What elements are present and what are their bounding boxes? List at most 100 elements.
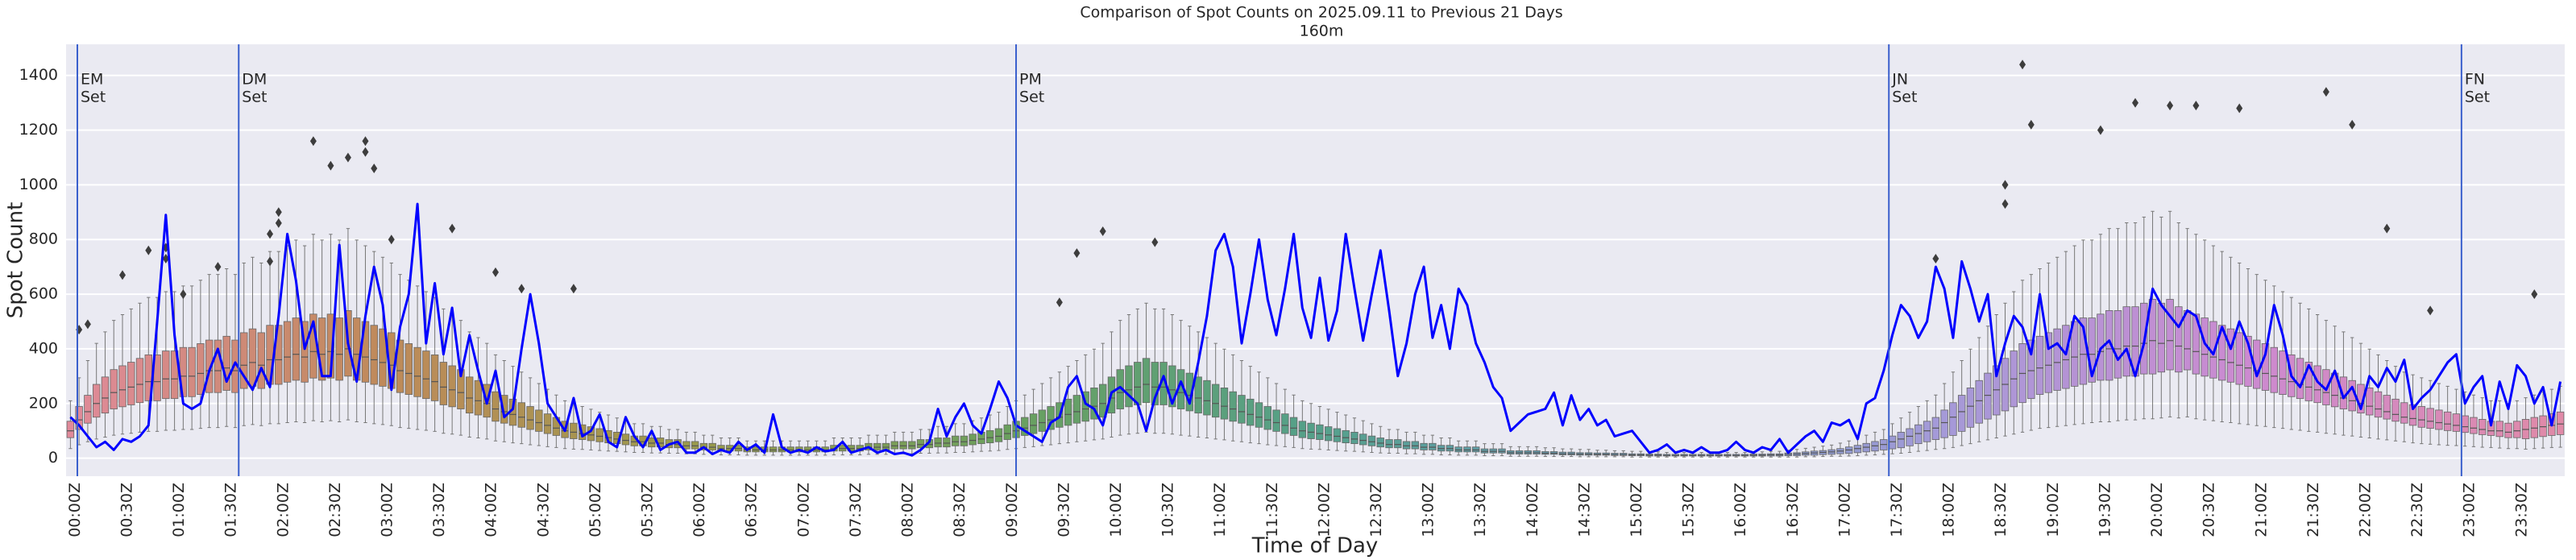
box — [2070, 321, 2079, 387]
box — [127, 362, 135, 405]
event-label: DM — [242, 71, 267, 89]
box — [1298, 421, 1307, 438]
x-tick-label: 16:30Z — [1784, 483, 1802, 537]
box — [1463, 446, 1471, 453]
box — [960, 435, 969, 446]
box — [1376, 438, 1384, 448]
x-tick-label: 09:00Z — [1003, 483, 1021, 537]
y-tick-label: 800 — [29, 230, 58, 248]
box — [708, 442, 716, 450]
x-tick-label: 19:00Z — [2044, 483, 2062, 537]
box — [2279, 351, 2287, 395]
box — [110, 369, 118, 409]
x-tick-label: 00:00Z — [66, 483, 84, 537]
box — [1255, 402, 1263, 428]
box — [292, 317, 301, 381]
x-tick-label: 05:00Z — [587, 483, 604, 537]
box — [370, 325, 378, 385]
box — [943, 438, 951, 448]
x-tick-label: 09:30Z — [1055, 483, 1072, 537]
box — [430, 354, 439, 401]
x-tick-label: 23:00Z — [2461, 483, 2479, 537]
x-tick-label: 04:00Z — [483, 483, 500, 537]
box — [1402, 441, 1411, 450]
box — [2044, 332, 2053, 393]
box — [1940, 409, 1948, 438]
x-tick-label: 17:30Z — [1888, 483, 1906, 537]
box — [2244, 335, 2252, 387]
box — [2053, 328, 2061, 391]
x-tick-label: 05:30Z — [639, 483, 657, 537]
outlier — [267, 256, 274, 267]
box — [1471, 446, 1480, 453]
box — [1411, 441, 1420, 450]
outlier — [267, 229, 274, 239]
outlier — [492, 267, 499, 277]
box — [1454, 446, 1462, 453]
x-tick-label: 12:00Z — [1315, 483, 1333, 537]
box — [326, 313, 335, 379]
box — [396, 339, 404, 393]
outlier — [518, 284, 525, 294]
outlier — [2236, 103, 2243, 114]
box — [2035, 335, 2044, 395]
box — [1324, 426, 1333, 442]
box — [101, 376, 110, 414]
outlier — [1151, 237, 1159, 247]
event-label: FN — [2465, 71, 2485, 89]
box — [2556, 411, 2565, 435]
chart-title: Comparison of Spot Counts on 2025.09.11 … — [1080, 4, 1562, 22]
outlier — [2531, 289, 2538, 300]
y-tick-label: 200 — [29, 394, 58, 412]
outlier — [214, 262, 222, 272]
outlier — [309, 136, 317, 147]
box — [1142, 358, 1151, 404]
y-tick-label: 600 — [29, 285, 58, 303]
box — [1359, 433, 1367, 446]
x-tick-label: 20:00Z — [2148, 483, 2166, 537]
box — [994, 428, 1003, 442]
box — [474, 380, 483, 416]
box — [1333, 428, 1342, 442]
y-tick-label: 0 — [48, 449, 58, 467]
box — [1229, 391, 1237, 422]
box — [422, 351, 430, 400]
box — [222, 335, 230, 391]
box — [1966, 388, 1975, 428]
x-tick-label: 23:30Z — [2512, 483, 2530, 537]
box — [1975, 380, 1983, 424]
outlier — [1056, 297, 1063, 308]
box — [951, 435, 960, 446]
box — [873, 442, 881, 450]
outlier — [84, 319, 91, 330]
box — [899, 441, 907, 450]
outlier — [2167, 100, 2174, 110]
event-label: Set — [242, 89, 267, 106]
y-tick-label: 400 — [29, 339, 58, 357]
box — [2235, 332, 2243, 385]
box — [2027, 339, 2035, 400]
x-tick-label: 03:00Z — [379, 483, 396, 537]
event-label: Set — [1892, 89, 1917, 106]
box — [1134, 362, 1142, 405]
box — [1211, 384, 1220, 418]
box — [1168, 365, 1176, 408]
box — [1021, 417, 1029, 436]
box — [916, 439, 925, 449]
box — [2122, 306, 2130, 377]
outlier — [1073, 248, 1081, 259]
box — [648, 438, 656, 448]
box — [2366, 388, 2374, 416]
outlier — [449, 223, 456, 234]
box — [2452, 413, 2461, 432]
box — [1897, 431, 1906, 449]
box — [2391, 398, 2400, 422]
outlier — [275, 218, 282, 228]
box — [1350, 431, 1359, 445]
box — [1029, 413, 1038, 434]
outlier — [2001, 199, 2009, 209]
box — [335, 317, 343, 381]
box — [1003, 424, 1011, 440]
plot-background — [66, 44, 2565, 476]
box — [1072, 395, 1081, 424]
